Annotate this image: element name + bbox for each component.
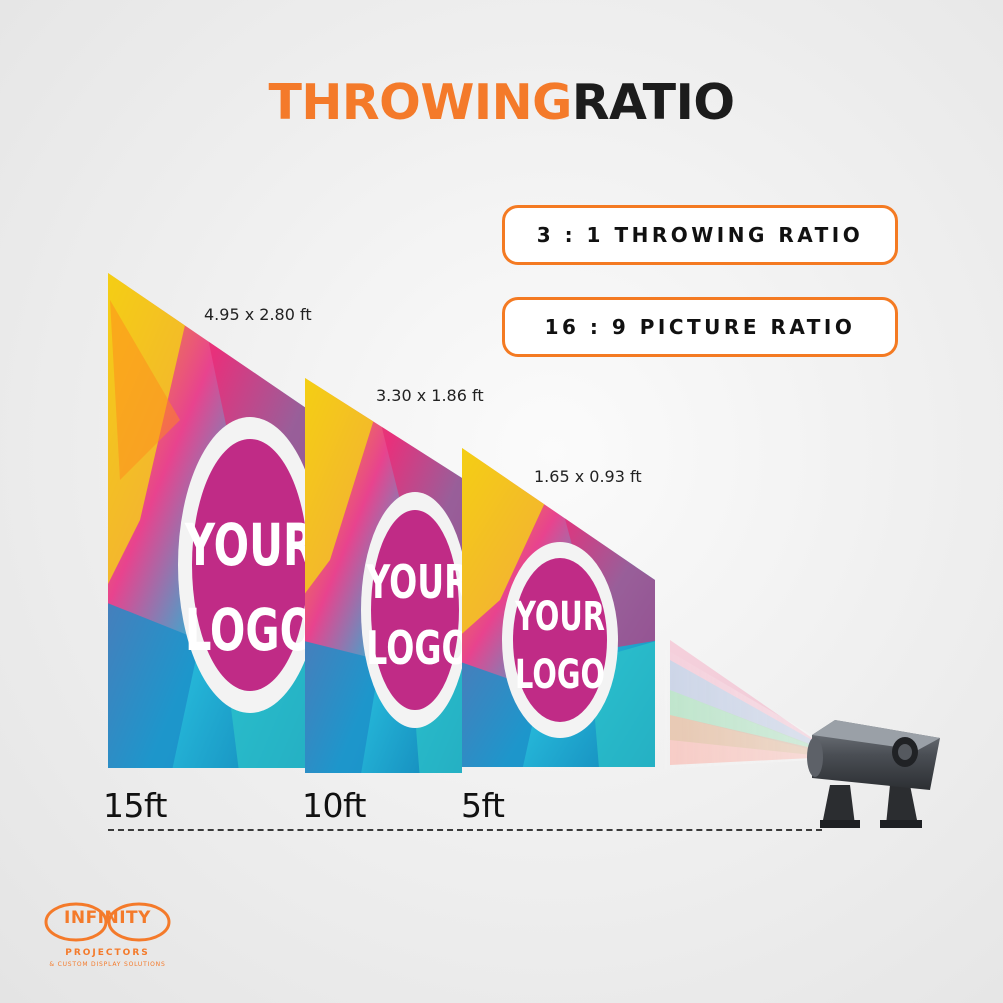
logo-text-10ft-2: LOGO [366, 623, 469, 676]
brand-name: INFINITY [64, 908, 151, 928]
distance-label-15ft: 15ft [103, 786, 167, 825]
logo-text-5ft-2: LOGO [515, 652, 605, 698]
logo-text-5ft-1: YOUR [514, 594, 605, 640]
logo-text-15ft-1: YOUR [184, 511, 315, 579]
picture-ratio-badge: 16 : 9 PICTURE RATIO [502, 297, 898, 357]
title-part-2: RATIO [571, 74, 735, 131]
size-label-10ft: 3.30 x 1.86 ft [376, 386, 484, 405]
brand-logo: INFINITY PROJECTORS & CUSTOM DISPLAY SOL… [40, 900, 175, 975]
distance-label-5ft: 5ft [461, 786, 505, 825]
brand-line-3: & CUSTOM DISPLAY SOLUTIONS [49, 961, 166, 968]
logo-text-15ft-2: LOGO [185, 596, 315, 664]
infinity-icon [44, 902, 171, 942]
size-label-5ft: 1.65 x 0.93 ft [534, 467, 642, 486]
title-part-1: THROWING [268, 74, 573, 131]
brand-line-2: PROJECTORS [65, 948, 150, 958]
size-label-15ft: 4.95 x 2.80 ft [204, 305, 312, 324]
distance-line [108, 829, 822, 831]
light-beams [650, 640, 812, 770]
page-title: THROWINGRATIO [0, 74, 1003, 131]
distance-label-10ft: 10ft [302, 786, 366, 825]
throwing-ratio-badge: 3 : 1 THROWING RATIO [502, 205, 898, 265]
projector-icon [807, 720, 940, 828]
logo-text-10ft-1: YOUR [365, 557, 469, 610]
